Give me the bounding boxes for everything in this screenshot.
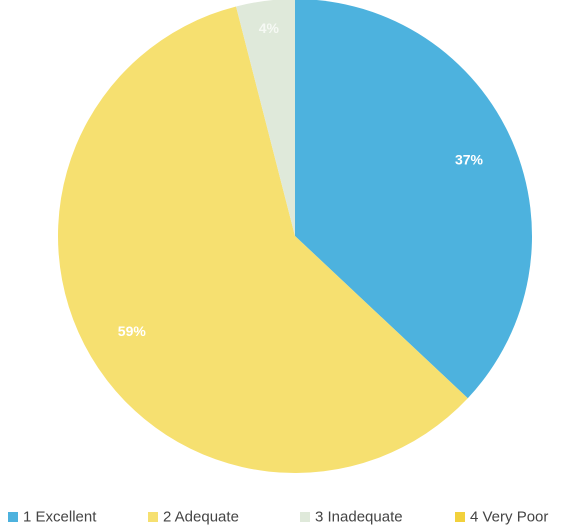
legend-swatch — [300, 512, 310, 522]
legend-swatch — [148, 512, 158, 522]
data-label: 4% — [259, 20, 280, 36]
pie-slice — [236, 0, 295, 236]
data-label: 59% — [118, 323, 147, 339]
legend-label: 3 Inadequate — [315, 508, 403, 525]
pie-slice — [57, 6, 468, 474]
legend-swatch — [455, 512, 465, 522]
legend-label: 1 Excellent — [23, 508, 97, 525]
legend-swatch — [8, 512, 18, 522]
legend-label: 4 Very Poor — [470, 508, 548, 525]
pie-slice — [295, 0, 532, 399]
legend-label: 2 Adequate — [163, 508, 239, 525]
data-label: 37% — [455, 151, 484, 167]
